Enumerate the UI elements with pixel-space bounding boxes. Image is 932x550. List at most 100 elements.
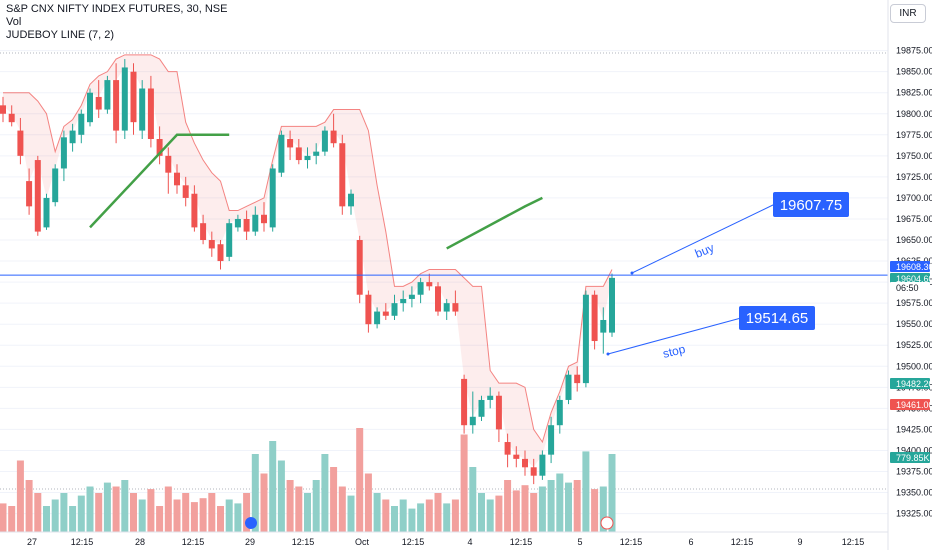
candle-body: [287, 139, 294, 148]
price-tick-label: 19875.00: [896, 46, 932, 56]
candle-body: [43, 197, 50, 228]
volume-legend: Vol: [6, 16, 22, 28]
candle-body: [60, 137, 67, 169]
volume-bar: [147, 489, 155, 532]
support-line: [446, 196, 543, 250]
candle-body: [26, 181, 33, 207]
buy-price-label: 19607.75: [780, 197, 843, 214]
volume-bar: [486, 499, 494, 532]
candle-body: [234, 218, 241, 228]
candle-body: [348, 193, 354, 207]
volume-bar: [286, 480, 294, 532]
volume-bar: [451, 499, 459, 532]
time-tick-label: 28: [135, 537, 145, 547]
stop-label: stop: [661, 342, 687, 361]
price-tag: [890, 273, 930, 284]
volume-bar: [225, 499, 233, 532]
stop-arrow-line: [607, 317, 742, 355]
time-tick-label: 12:15: [620, 537, 643, 547]
price-tick-label: 19425.00: [896, 424, 932, 434]
candle-body: [321, 130, 328, 152]
volume-bar: [330, 467, 338, 532]
candle-body: [200, 223, 207, 241]
volume-bar: [86, 486, 94, 532]
candle-body: [34, 160, 41, 232]
volume-bar: [547, 480, 555, 532]
time-axis[interactable]: 27 12:15 28 12:15 29 12:15 Oct 12:15 4 12:15 5 12:1…: [0, 531, 888, 547]
price-tick-label: 19800.00: [896, 109, 932, 119]
volume-bar: [460, 434, 468, 532]
volume-bar: [208, 493, 216, 532]
candle-body: [565, 374, 572, 400]
candle-body: [600, 319, 607, 333]
buy-arrow-line: [631, 203, 776, 274]
candle-body: [435, 286, 441, 312]
volume-bar: [130, 493, 137, 532]
volume-bar: [408, 508, 416, 532]
candle-body: [304, 155, 311, 161]
resistance-line: [3, 54, 613, 444]
volume-bar: [434, 493, 442, 532]
candle-body: [365, 294, 372, 325]
volume-bar: [582, 451, 590, 532]
price-tick-label: 19500.00: [896, 361, 932, 371]
volume-bar: [425, 499, 433, 532]
volume-bar: [356, 428, 364, 532]
price-tag-label: 779.85K: [896, 453, 930, 463]
candle-body: [95, 96, 102, 110]
volume-bar: [69, 506, 77, 532]
time-tick-label: 12:15: [731, 537, 754, 547]
volume-bar: [399, 499, 407, 532]
volume-bar: [138, 499, 146, 532]
candle-body: [243, 218, 250, 232]
volume-bar: [95, 493, 103, 532]
candle-body: [461, 378, 468, 426]
price-tick-label: 19700.00: [896, 193, 932, 203]
volume-bar: [364, 473, 372, 532]
volume-bar: [469, 467, 477, 532]
support-line: [89, 133, 230, 229]
price-tick-label: 19775.00: [896, 130, 932, 140]
price-tag: [890, 282, 930, 293]
candle-body: [69, 130, 76, 144]
price-tick-label: 19825.00: [896, 88, 932, 98]
volume-bar: [260, 473, 268, 532]
candle-body: [104, 80, 111, 110]
price-tag: [890, 261, 930, 272]
stop-price-label: 19514.65: [746, 310, 809, 327]
candle-body: [121, 67, 128, 131]
volume-bar: [43, 506, 50, 532]
candle-body: [522, 458, 528, 468]
candle-body: [382, 311, 389, 316]
volume-bar: [478, 493, 485, 532]
volume-bar: [234, 503, 242, 532]
buy-anchor-dot: [630, 271, 634, 275]
volume-bar: [556, 473, 564, 532]
time-tick-label: 4: [467, 537, 472, 547]
price-tick-label: 19525.00: [896, 340, 932, 350]
volume-bar: [77, 495, 85, 532]
candle-body: [313, 151, 320, 156]
volume-bar: [538, 486, 546, 532]
volume-bar: [60, 493, 68, 532]
resistance-fill: [3, 54, 612, 468]
candle-body: [174, 172, 180, 186]
price-tick-label: 19850.00: [896, 67, 932, 77]
volume-bars: [0, 428, 616, 532]
flash-icon: [600, 516, 614, 530]
annotations[interactable]: 19607.75 buy 19514.65 stop: [245, 192, 849, 530]
volume-bar: [269, 441, 277, 532]
volume-bar: [156, 506, 164, 532]
candle-body: [17, 130, 24, 156]
currency-button[interactable]: INR: [890, 4, 926, 23]
candle-body: [87, 92, 93, 123]
volume-bar: [8, 506, 16, 532]
candle-body: [408, 294, 415, 299]
candle-body: [330, 130, 337, 144]
volume-bar: [565, 482, 572, 532]
price-axis[interactable]: 19875.00 19850.00 19825.00 19800.00 19775.00…: [887, 0, 932, 550]
candle-body: [226, 223, 233, 257]
volume-bar: [512, 490, 520, 532]
volume-bar: [304, 493, 311, 532]
